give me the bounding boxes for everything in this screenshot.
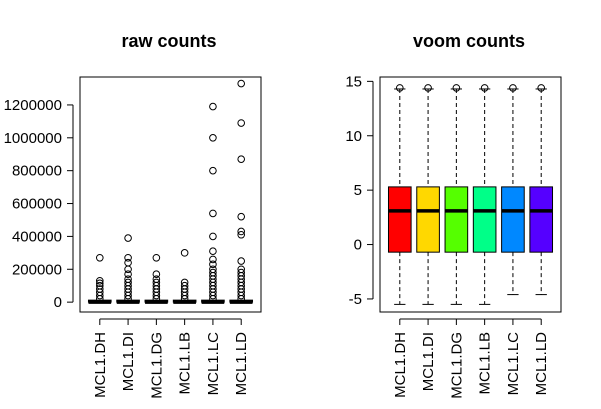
outlier-point (209, 260, 217, 269)
voom-x-tick-label: MCL1.LD (533, 332, 550, 396)
outlier-point (209, 134, 217, 142)
iqr-box (387, 186, 412, 253)
raw-y-tick-label: 1200000 (4, 97, 62, 114)
outlier-point (180, 249, 189, 257)
raw-box-MCL1.DI (116, 234, 140, 304)
outlier-point (95, 281, 104, 290)
raw-box-MCL1.LD (229, 79, 254, 304)
raw-box-MCL1.DH (87, 253, 112, 304)
outlier-point (124, 278, 132, 287)
raw-box-MCL1.LB (172, 249, 197, 304)
voom-x-tick-label: MCL1.DI (420, 332, 437, 391)
voom-y-tick-label: -5 (349, 291, 362, 308)
raw-x-tick-label: MCL1.LB (177, 332, 194, 395)
outlier-point (124, 275, 132, 283)
voom-x-tick-label: MCL1.LB (477, 332, 494, 395)
outlier-point (95, 276, 104, 285)
voom-x-tick-label: MCL1.DH (392, 332, 409, 398)
voom-box-MCL1.LC (501, 84, 525, 296)
voom-box-MCL1.DG (444, 84, 469, 305)
outlier-point (237, 79, 246, 88)
voom-y-tick-label: 5 (354, 182, 362, 199)
raw-x-tick-label: MCL1.DH (92, 332, 109, 398)
outlier-point (124, 270, 132, 279)
voom-counts-panel: -5 0 5 10 15 MCL1.DH MCL1.DI MCL1.DG MCL1.LB MCL1… (345, 73, 562, 399)
outlier-point (124, 258, 132, 267)
raw-x-tick-label: MCL1.DI (120, 332, 137, 391)
outlier-point (209, 232, 217, 241)
raw-box-MCL1.DG (144, 253, 169, 304)
outlier-point (180, 278, 189, 287)
voom-x-tick-label: MCL1.LC (505, 332, 522, 396)
outlier-point (537, 84, 546, 92)
outlier-point (237, 268, 246, 277)
raw-counts-title: raw counts (121, 31, 216, 51)
outlier-point (237, 212, 246, 221)
iqr-box (501, 186, 525, 253)
outlier-point (424, 84, 432, 92)
raw-y-tick-label: 400000 (12, 228, 62, 245)
outlier-point (209, 209, 217, 218)
outlier-point (237, 155, 246, 163)
outlier-point (209, 166, 217, 175)
voom-y-tick-label: 0 (354, 237, 362, 254)
voom-plot-frame (379, 76, 562, 313)
outlier-point (209, 247, 217, 255)
outlier-point (124, 234, 132, 242)
outlier-point (209, 255, 217, 264)
voom-box-MCL1.DH (387, 84, 412, 305)
voom-x-tick-label: MCL1.DG (448, 332, 465, 399)
outlier-point (209, 265, 217, 274)
raw-y-tick-label: 0 (54, 294, 62, 311)
outlier-point (237, 257, 246, 265)
raw-y-tick-label: 1000000 (4, 130, 62, 147)
outlier-point (237, 119, 246, 127)
outlier-point (124, 265, 132, 274)
raw-x-tick-label: MCL1.LC (205, 332, 222, 396)
outlier-point (209, 268, 217, 277)
raw-counts-panel: 0 200000 400000 600000 800000 1000000 1200000 M… (4, 76, 262, 399)
outlier-point (152, 253, 161, 262)
outlier-point (152, 275, 161, 283)
voom-box-MCL1.LB (472, 84, 497, 305)
outlier-point (124, 253, 132, 262)
voom-counts-title: voom counts (413, 31, 525, 51)
iqr-box (529, 186, 554, 253)
outlier-point (237, 227, 246, 236)
raw-x-tick-label: MCL1.LD (233, 332, 250, 396)
outlier-point (237, 265, 246, 274)
raw-box-MCL1.LC (201, 102, 225, 304)
outlier-point (480, 84, 489, 92)
outlier-point (237, 230, 246, 239)
raw-y-tick-label: 800000 (12, 163, 62, 180)
outlier-point (180, 281, 189, 290)
iqr-box (444, 186, 469, 253)
outlier-point (95, 253, 104, 262)
outlier-point (152, 278, 161, 287)
outlier-point (452, 84, 461, 92)
iqr-box (416, 186, 440, 253)
outlier-point (152, 270, 161, 279)
voom-y-tick-label: 15 (345, 73, 362, 90)
voom-box-MCL1.DI (416, 84, 440, 305)
outlier-point (509, 84, 517, 92)
raw-x-tick-label: MCL1.DG (148, 332, 165, 399)
raw-y-tick-label: 600000 (12, 196, 62, 213)
raw-y-tick-label: 200000 (12, 261, 62, 278)
raw-plot-frame (79, 76, 262, 313)
outlier-point (395, 84, 404, 92)
outlier-point (209, 102, 217, 111)
outlier-point (95, 279, 104, 288)
iqr-box (472, 186, 497, 253)
outlier-point (95, 285, 104, 293)
voom-y-tick-label: 10 (345, 128, 362, 145)
voom-box-MCL1.LD (529, 84, 554, 296)
